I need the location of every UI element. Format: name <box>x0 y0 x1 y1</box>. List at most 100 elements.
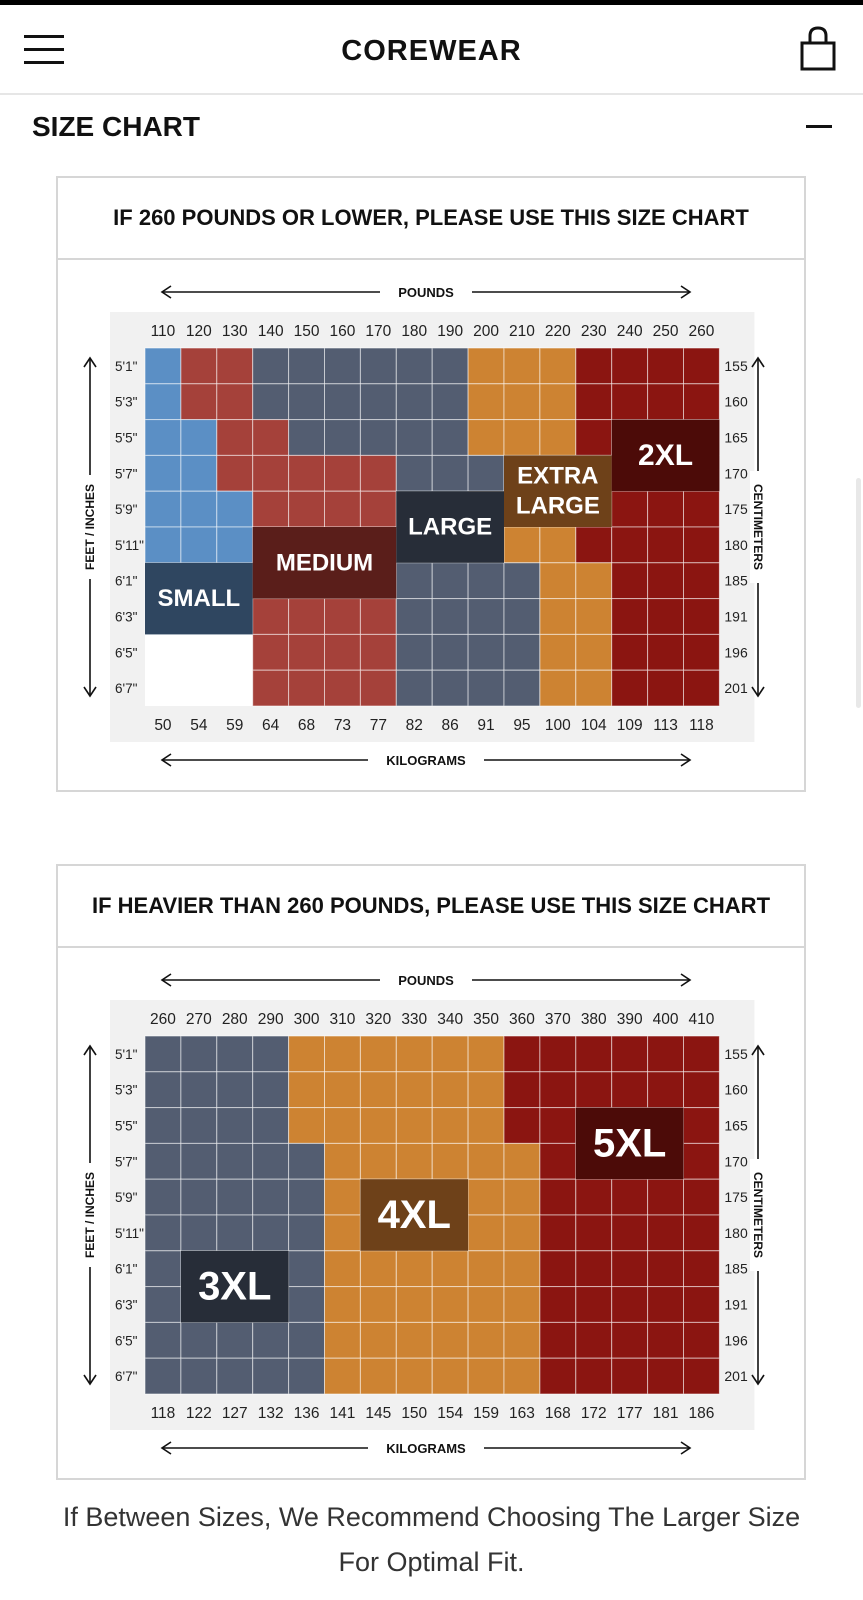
feet-inches-axis-label: FEET / INCHES <box>83 484 97 570</box>
size-cell <box>288 383 326 421</box>
size-cell <box>395 1250 433 1288</box>
size-cell <box>144 383 182 421</box>
size-label-box <box>575 1107 684 1180</box>
size-cell <box>252 1357 290 1395</box>
pounds-tick: 400 <box>653 1011 679 1028</box>
size-cell <box>216 1321 254 1359</box>
pounds-tick: 330 <box>401 1011 427 1028</box>
size-chart-plus: IF HEAVIER THAN 260 POUNDS, PLEASE USE T… <box>56 864 806 1480</box>
kilograms-tick: 68 <box>298 717 315 734</box>
note-line-1: If Between Sizes, We Recommend Choosing … <box>62 1502 801 1532</box>
size-cell <box>575 1357 613 1395</box>
size-cell <box>288 1321 326 1359</box>
height-tick: 6'1" <box>115 574 138 589</box>
feet-arrow-head <box>83 1374 97 1386</box>
size-cell <box>467 1214 505 1252</box>
size-cell <box>216 419 254 456</box>
size-cell <box>288 1250 326 1288</box>
kilograms-tick: 59 <box>226 717 243 734</box>
centimeters-tick: 191 <box>724 609 748 625</box>
size-cell <box>575 1178 613 1216</box>
shopping-bag-icon[interactable] <box>798 25 838 75</box>
size-cell <box>144 1214 182 1252</box>
site-header: COREWEAR <box>0 5 863 95</box>
size-cell <box>611 1250 649 1288</box>
height-tick: 6'1" <box>115 1262 138 1277</box>
size-cell <box>324 1142 361 1180</box>
hamburger-menu-icon[interactable] <box>24 35 64 67</box>
size-cell <box>144 347 182 385</box>
pounds-tick: 300 <box>294 1011 320 1028</box>
size-cell <box>431 1321 469 1359</box>
size-label-box <box>360 1179 469 1251</box>
size-cell <box>288 1178 326 1216</box>
size-cell <box>288 598 326 635</box>
size-cell <box>180 1178 218 1216</box>
size-cell <box>431 1035 469 1073</box>
size-cell <box>324 1214 361 1252</box>
size-cell <box>180 1071 218 1109</box>
size-cell <box>647 1250 684 1288</box>
kilograms-tick: 118 <box>689 717 714 734</box>
size-cell <box>647 669 684 707</box>
size-cell <box>647 1178 684 1216</box>
size-cell <box>252 454 290 492</box>
size-cell <box>647 562 684 600</box>
kilograms-tick: 118 <box>151 1405 176 1422</box>
size-cell <box>611 1286 649 1323</box>
page-scrollbar[interactable] <box>856 478 861 708</box>
size-cell <box>216 1035 254 1073</box>
size-cell <box>539 1035 577 1073</box>
size-label-box <box>180 1250 289 1323</box>
chart-heading: IF 260 POUNDS OR LOWER, PLEASE USE THIS … <box>58 178 804 260</box>
section-title: SIZE CHART <box>32 111 200 142</box>
size-cell <box>539 1071 577 1109</box>
size-cell <box>431 598 469 635</box>
pounds-tick: 380 <box>581 1011 607 1028</box>
size-cell <box>539 347 577 385</box>
size-label-text: MEDIUM <box>276 549 373 576</box>
size-cell <box>647 1071 684 1109</box>
kilograms-arrow-head <box>680 753 692 767</box>
size-cell <box>467 598 505 635</box>
pounds-tick: 210 <box>509 323 535 340</box>
pounds-tick: 390 <box>617 1011 643 1028</box>
size-chart-section-header[interactable]: SIZE CHART <box>0 95 863 160</box>
size-cell <box>683 1178 720 1216</box>
size-cell <box>395 633 433 671</box>
minus-icon[interactable] <box>806 125 832 128</box>
size-cell <box>683 1286 720 1323</box>
pounds-tick: 310 <box>330 1011 356 1028</box>
size-label-box <box>611 419 720 492</box>
size-cell <box>503 633 541 671</box>
size-cell <box>575 669 613 707</box>
size-cell <box>144 1142 182 1180</box>
size-cell <box>647 347 684 385</box>
size-cell <box>467 1357 505 1395</box>
size-cell <box>683 1107 720 1144</box>
size-cell <box>575 1286 613 1323</box>
height-tick: 5'5" <box>115 431 138 446</box>
size-cell <box>359 490 397 528</box>
size-cell <box>611 1321 649 1359</box>
size-cell <box>144 1250 182 1288</box>
kilograms-tick: 177 <box>617 1405 643 1422</box>
size-cell <box>431 1286 469 1323</box>
size-cell <box>683 669 720 707</box>
size-cell <box>467 562 505 600</box>
pounds-band <box>110 312 755 348</box>
pounds-label-bg <box>380 282 472 302</box>
size-cell <box>575 419 613 456</box>
size-cell <box>288 1142 326 1180</box>
size-cell <box>216 490 254 528</box>
brand-logo[interactable]: COREWEAR <box>341 35 522 67</box>
height-tick: 6'3" <box>115 610 138 625</box>
size-cell <box>575 347 613 385</box>
size-cell <box>503 1035 541 1073</box>
pounds-tick: 170 <box>365 323 391 340</box>
size-cell <box>252 598 290 635</box>
centimeters-axis-label: CENTIMETERS <box>751 484 765 570</box>
pounds-tick: 230 <box>581 323 607 340</box>
size-cell <box>180 1142 218 1180</box>
pounds-tick: 220 <box>545 323 571 340</box>
